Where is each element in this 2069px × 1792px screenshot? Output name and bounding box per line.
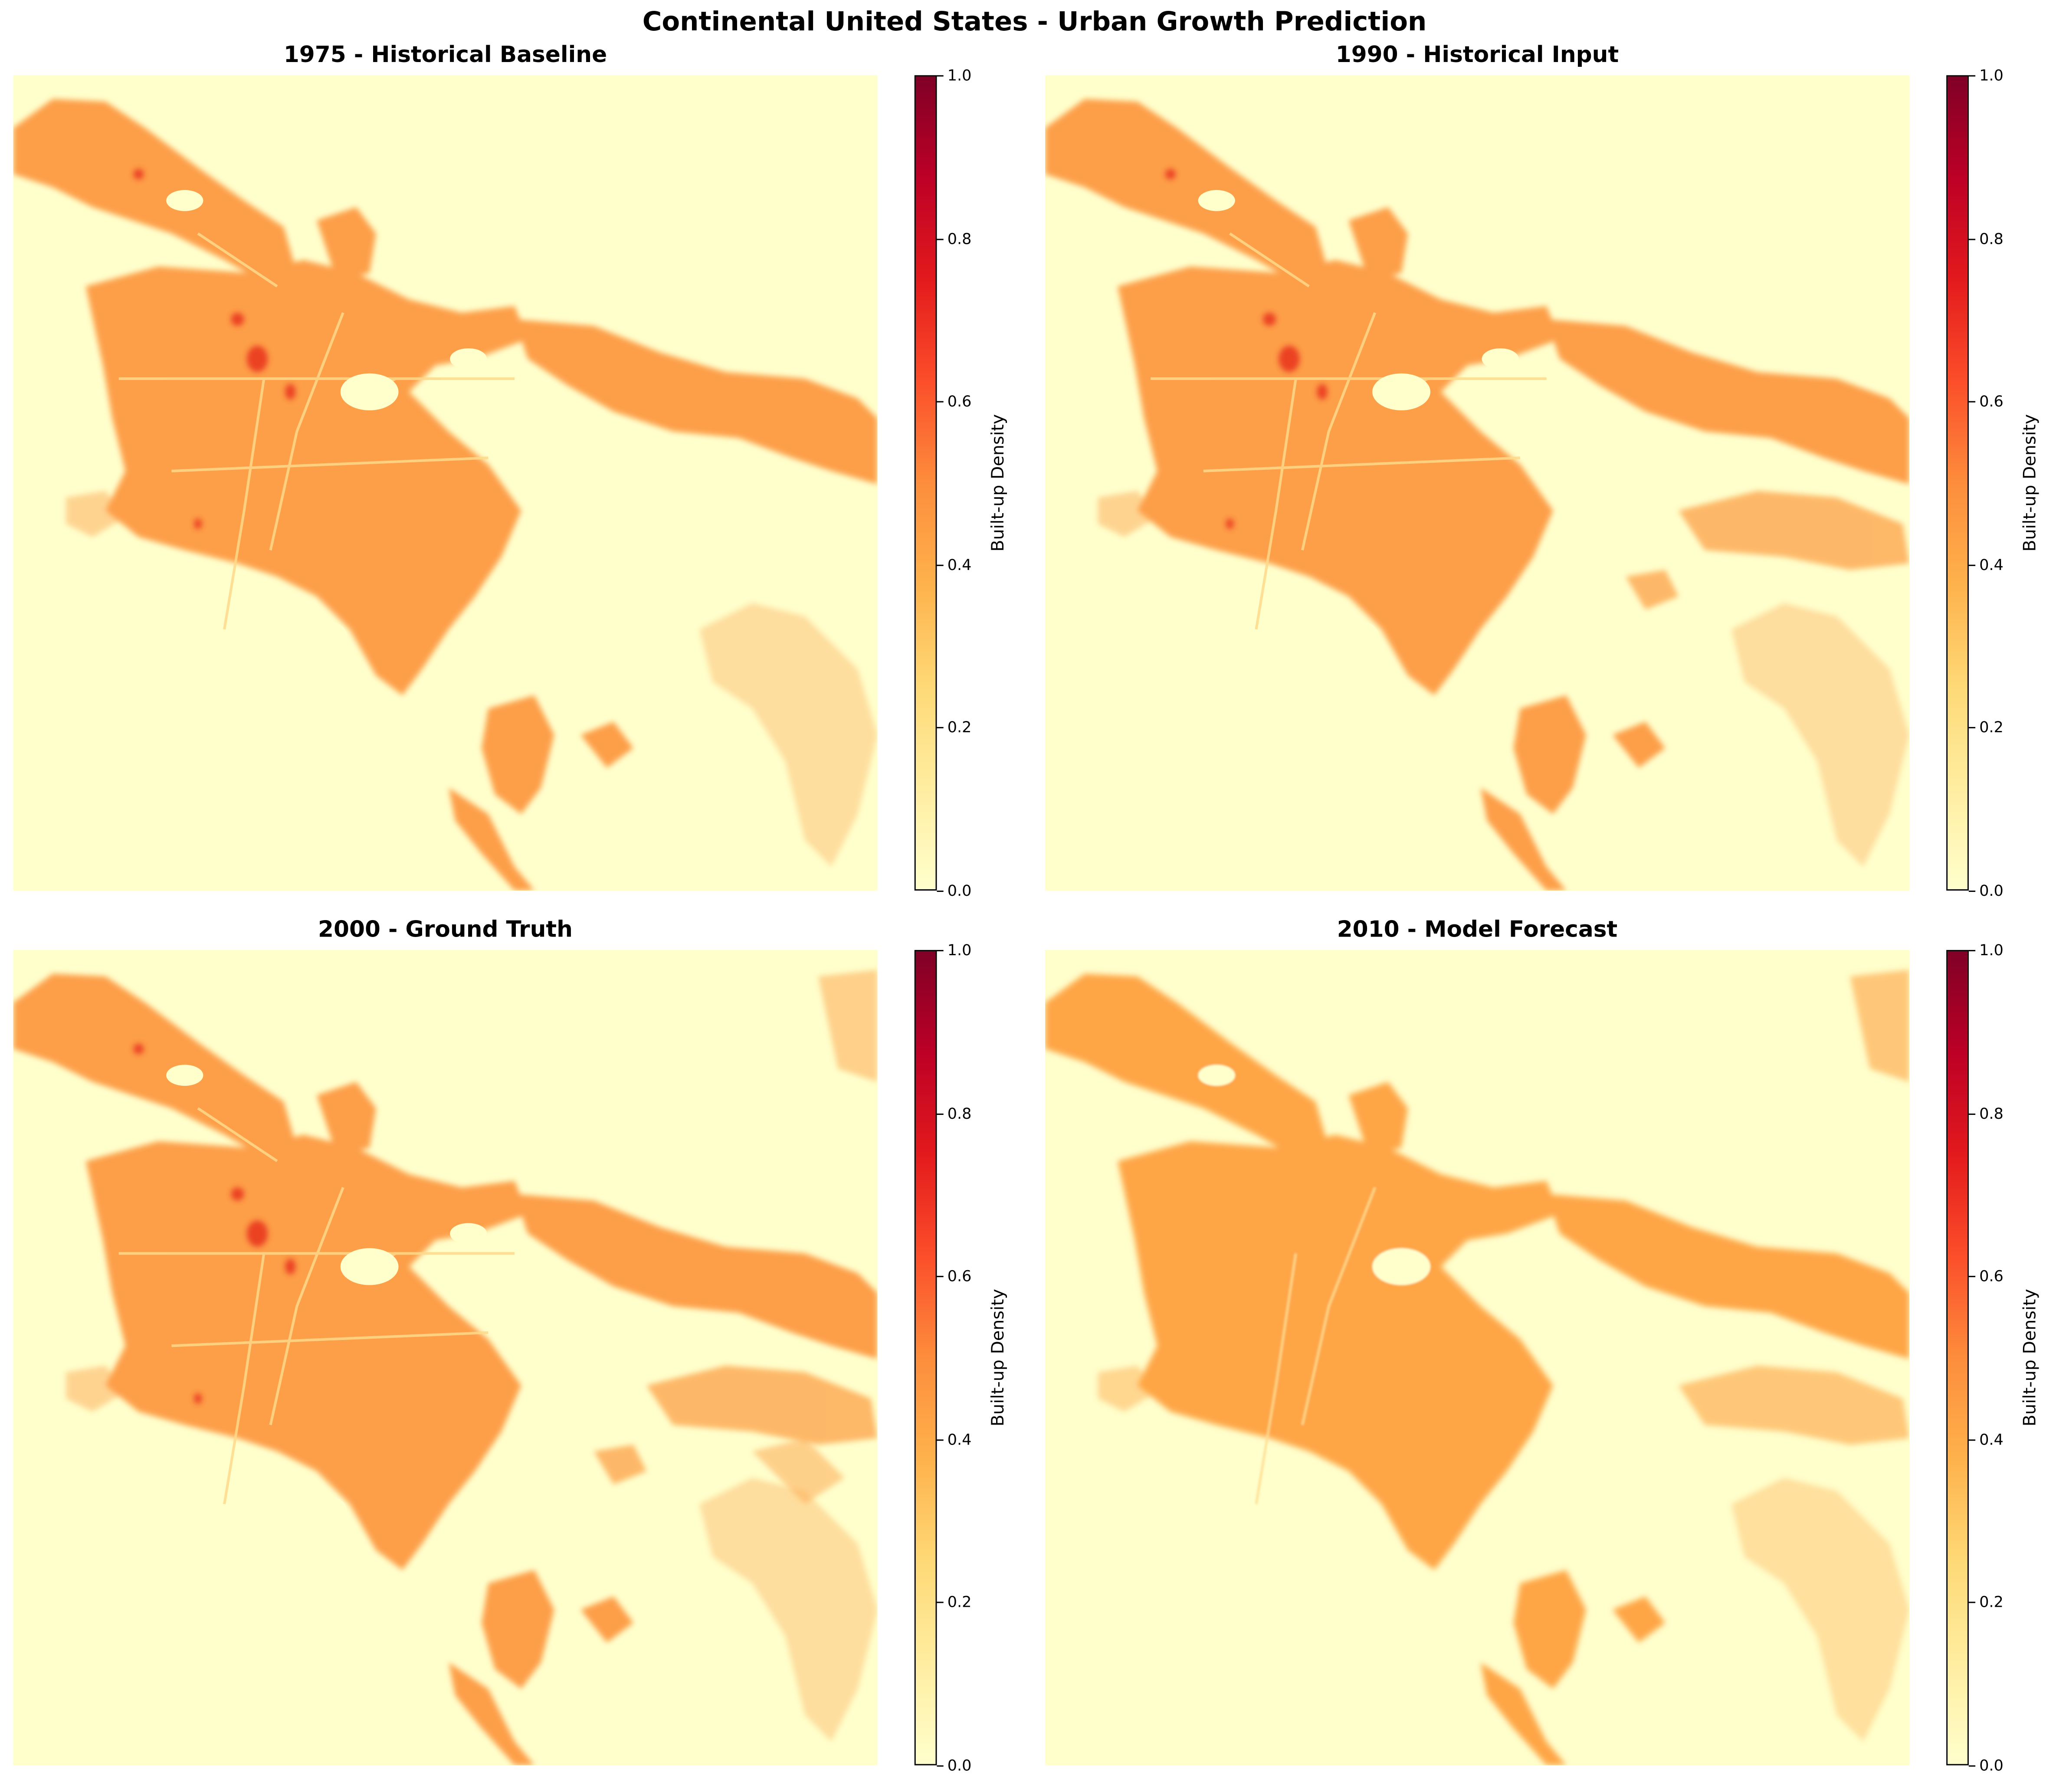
colorbar-label: Built-up Density (989, 1289, 1009, 1427)
panel-1975: 1975 - Historical Baseline 0.0 0.2 0.4 0.6 0… (0, 42, 1009, 900)
colorbar-tick (1968, 75, 1976, 77)
colorbar-tick-label: 1.0 (1979, 940, 2003, 960)
colorbar-tick (1968, 564, 1976, 566)
colorbar-tick (937, 401, 944, 403)
colorbar (914, 75, 937, 891)
colorbar-tick-label: 0.2 (1979, 718, 2003, 737)
colorbar-tick-label: 0.6 (947, 392, 972, 411)
colorbar-tick-label: 0.0 (947, 881, 972, 900)
heatmap-1975 (13, 75, 878, 891)
colorbar-tick-label: 0.0 (1979, 881, 2003, 900)
colorbar-tick (937, 1765, 944, 1767)
colorbar-tick-label: 0.8 (947, 229, 972, 248)
colorbar-tick-label: 0.0 (947, 1756, 972, 1775)
colorbar-tick (1968, 238, 1976, 240)
colorbar-tick (1968, 950, 1976, 951)
colorbar-tick (937, 1439, 944, 1441)
panel-title: 1990 - Historical Input (1335, 42, 1619, 69)
urban-density-map (13, 950, 877, 1766)
figure-suptitle: Continental United States - Urban Growth… (642, 5, 1427, 37)
urban-density-map (13, 75, 877, 891)
colorbar-tick (1968, 1602, 1976, 1604)
colorbar-tick (1968, 1439, 1976, 1441)
colorbar-tick (1968, 727, 1976, 729)
colorbar-label: Built-up Density (2021, 1289, 2041, 1427)
colorbar-tick (937, 238, 944, 240)
colorbar (914, 950, 937, 1766)
colorbar-tick-label: 0.6 (1979, 1267, 2003, 1285)
panel-title: 1975 - Historical Baseline (283, 42, 607, 69)
panel-2000: 2000 - Ground Truth 0.0 0.2 0.4 0.6 0.8 1.0 B… (0, 917, 1009, 1775)
colorbar-tick-label: 0.2 (1979, 1593, 2003, 1612)
colorbar-tick (937, 75, 944, 77)
colorbar-tick (937, 727, 944, 729)
colorbar-tick (937, 950, 944, 951)
colorbar-tick-label: 1.0 (1979, 66, 2003, 85)
colorbar-tick-label: 0.2 (947, 1593, 972, 1612)
colorbar-tick-label: 0.4 (947, 555, 972, 574)
colorbar-tick-label: 0.6 (947, 1267, 972, 1285)
colorbar-tick-label: 0.8 (1979, 1104, 2003, 1123)
urban-density-map (1045, 75, 1909, 891)
colorbar-tick (937, 564, 944, 566)
panel-title: 2010 - Model Forecast (1337, 917, 1618, 944)
colorbar (1946, 950, 1969, 1766)
colorbar-label: Built-up Density (2021, 414, 2041, 552)
colorbar-label: Built-up Density (989, 414, 1009, 552)
colorbar-tick-label: 0.8 (1979, 229, 2003, 248)
heatmap-2010 (1045, 950, 1910, 1766)
colorbar-tick (1968, 891, 1976, 892)
colorbar-tick-label: 0.0 (1979, 1756, 2003, 1775)
colorbar-tick-label: 0.4 (1979, 555, 2003, 574)
urban-density-map (1045, 950, 1909, 1766)
colorbar-tick (937, 1602, 944, 1604)
colorbar-tick-label: 0.4 (1979, 1430, 2003, 1448)
colorbar-tick-label: 0.8 (947, 1104, 972, 1123)
colorbar-tick (937, 891, 944, 892)
colorbar-tick-label: 0.2 (947, 718, 972, 737)
panel-2010: 2010 - Model Forecast 0.0 0.2 0.4 0.6 0.8 1.0… (1032, 917, 2041, 1775)
colorbar-tick-label: 0.4 (947, 1430, 972, 1448)
panel-1990: 1990 - Historical Input 0.0 0.2 0.4 0.6 0.8 1… (1032, 42, 2041, 900)
colorbar-tick (937, 1276, 944, 1278)
colorbar-tick-label: 1.0 (947, 66, 972, 85)
colorbar-tick-label: 1.0 (947, 940, 972, 960)
heatmap-2000 (13, 950, 878, 1766)
panel-title: 2000 - Ground Truth (318, 917, 573, 944)
colorbar-tick (1968, 1113, 1976, 1114)
heatmap-1990 (1045, 75, 1910, 891)
colorbar-tick (1968, 401, 1976, 403)
colorbar-tick (1968, 1276, 1976, 1278)
colorbar-tick (937, 1113, 944, 1114)
colorbar-tick (1968, 1765, 1976, 1767)
colorbar (1946, 75, 1969, 891)
colorbar-tick-label: 0.6 (1979, 392, 2003, 411)
